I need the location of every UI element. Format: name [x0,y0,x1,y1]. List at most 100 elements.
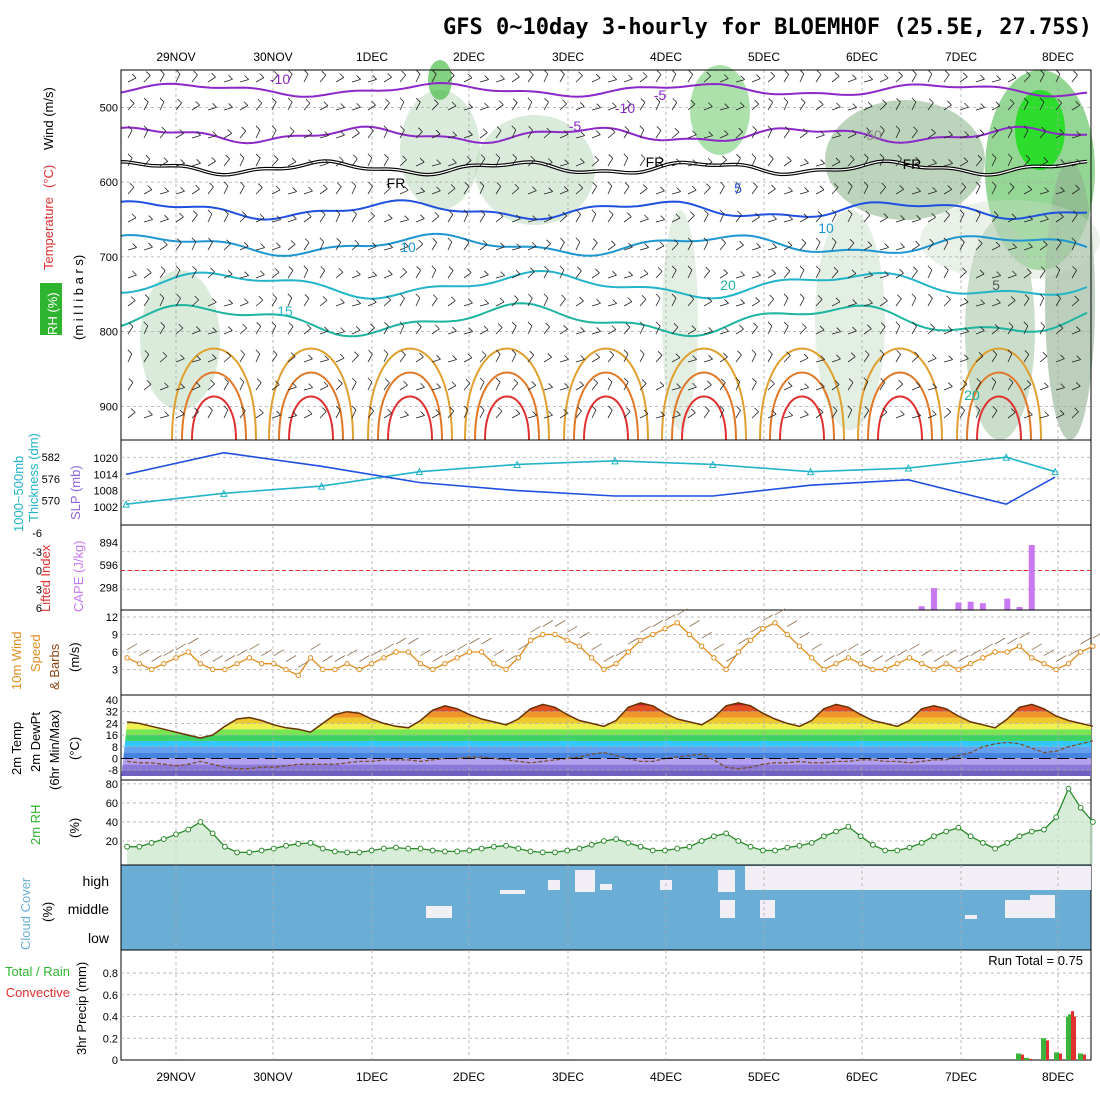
wind-barb-flag [386,295,391,301]
wind-barb [879,382,886,391]
wind10-barb [481,637,492,645]
wind-barb [319,135,329,139]
wind-barb [959,383,968,391]
wind-barb [1007,103,1015,111]
wind-barb [303,163,313,167]
wind10-marker [161,660,167,667]
wind-barb-flag [1041,126,1047,132]
date-label-bottom: 1DEC [356,1070,388,1084]
wind-barb [207,106,217,111]
wind-barb [927,162,937,167]
wind-barb-flag [240,349,245,355]
wind-barb-flag [468,298,473,304]
rh2m-marker [735,838,742,844]
wind-barb [559,103,567,111]
wind-barb [255,299,264,307]
wind-barb [863,302,873,307]
rh-label-1: 2m RH [28,805,43,845]
wind-barb-flag [499,100,504,106]
wind-barb [687,329,697,335]
wind-barb-flag [356,299,361,304]
wind-barb [255,187,263,195]
rh2m-marker [270,845,277,852]
wind-barb [431,215,440,223]
wind-barb [655,271,663,279]
wind-barb-flag [452,158,457,164]
wind-barb [847,185,853,195]
wind10-marker [772,620,778,626]
wind-barb [495,157,501,167]
rh2m-marker [906,844,913,851]
wind-barb-flag [242,211,247,216]
date-label-bottom: 5DEC [748,1070,780,1084]
wind-barb [127,77,137,83]
wind10-barb [261,649,272,657]
precip-convective-bar [1083,1054,1086,1060]
wind-barb-flag [399,321,405,327]
wind-barb-flag [308,159,313,164]
thickness-slp-panel [120,439,1092,526]
wind-barb [799,414,809,419]
wind-barb-flag [451,101,457,107]
precip-convective-bar [1021,1054,1024,1060]
wind-barb [447,385,457,391]
wind-barb [319,330,329,335]
wind-barb [959,161,969,167]
wind-barb [607,106,617,111]
wind-barb [975,133,985,139]
rh2m-marker [772,847,778,854]
wind-barb-flag [338,379,343,384]
wind-barb [255,217,265,223]
wind-barb-flag [256,322,261,327]
wind-barb [191,241,197,251]
wind-barb [271,354,278,363]
wind-barb [735,79,745,83]
wind-barb [863,410,870,419]
contour-20 [120,302,1088,338]
thickness-marker [904,463,913,472]
wind-barb [383,274,393,279]
rh2m-marker [1077,804,1084,811]
wind-barb [767,158,774,167]
wind-barb-flag [1023,321,1029,327]
wind-barb-flag [899,268,904,274]
wind-barb-flag [735,181,741,187]
wind-barb [959,76,968,83]
wind-barb-flag [146,380,152,385]
wind-barb [303,358,313,363]
wind-barb-flag [675,213,681,219]
wind-barb [207,160,216,167]
wind-barb-flag [371,298,377,303]
wind-barb [991,131,999,139]
wind-barb [159,415,169,419]
wind-barb-flag [1060,186,1065,192]
wind-barb [799,327,807,335]
wind-barb [527,74,534,83]
wind-barb-flag [706,71,712,77]
wind-barb-flag [817,211,823,216]
wind-barb-flag [738,127,743,133]
wind-barb-flag [927,69,933,75]
wind-barb [623,157,629,167]
wind-barb [463,134,473,139]
wind-barb-flag [640,98,646,103]
wind10-marker [760,625,766,632]
wind-barb [1039,326,1046,335]
wind-barb-flag [900,242,905,248]
cloud-mid-block [1030,895,1055,918]
wind-barb-flag [1075,184,1080,190]
wind-barb [927,414,937,419]
wind-barb [671,297,677,307]
wind-barb-flag [244,75,249,80]
wind-barb-flag [531,381,537,386]
upper-label-temp: Temperature [41,197,56,270]
wind-barb [975,243,983,251]
wind-barb-flag [562,99,567,105]
wind-barb-flag [611,240,616,246]
wind-barb [239,185,245,195]
wind-barb [863,157,869,167]
wind-barb [415,131,423,139]
wind-barb [159,218,169,223]
wind-barb [367,78,377,83]
wind-barb [287,326,294,335]
